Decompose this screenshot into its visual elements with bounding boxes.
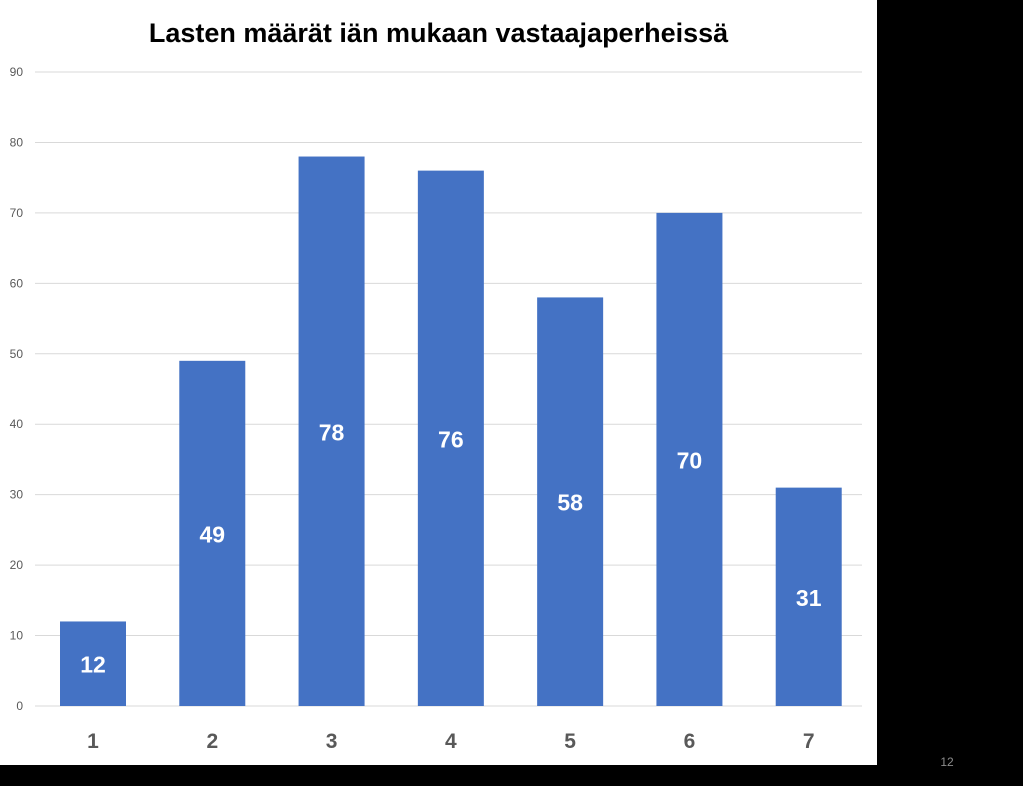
data-label: 12 (80, 652, 106, 678)
y-tick-label: 80 (10, 135, 24, 149)
bar (60, 621, 126, 706)
bar (537, 297, 604, 706)
x-tick-label: 5 (564, 730, 576, 753)
x-axis-ticks: 1 2 3 4 5 6 7 (87, 730, 814, 753)
bar (417, 170, 484, 707)
chart-title: Lasten määrät iän mukaan vastaajaperheis… (148, 18, 729, 48)
x-tick-label: 1 (87, 730, 99, 753)
data-label: 49 (199, 521, 225, 547)
y-tick-label: 10 (10, 629, 24, 643)
y-axis-ticks: 0 10 20 30 40 50 60 70 80 90 (10, 65, 24, 713)
y-tick-label: 90 (10, 65, 24, 79)
y-tick-label: 50 (10, 347, 24, 361)
y-tick-label: 30 (10, 488, 24, 502)
x-tick-label: 6 (684, 730, 696, 753)
x-tick-label: 2 (206, 730, 218, 753)
data-label: 76 (438, 426, 464, 452)
x-tick-label: 7 (803, 730, 815, 753)
x-tick-label: 4 (445, 730, 457, 753)
data-labels: 12 49 78 76 58 70 31 (80, 419, 822, 677)
bars (60, 156, 842, 707)
y-tick-label: 70 (10, 206, 24, 220)
y-tick-label: 40 (10, 417, 24, 431)
data-label: 78 (319, 419, 345, 445)
data-label: 70 (677, 447, 703, 473)
y-tick-label: 20 (10, 558, 24, 572)
bar (656, 212, 723, 706)
y-tick-label: 0 (16, 699, 23, 713)
bar (179, 360, 246, 706)
data-label: 31 (796, 585, 822, 611)
bar (298, 156, 365, 707)
x-tick-label: 3 (326, 730, 338, 753)
data-label: 58 (557, 490, 583, 516)
chart-panel: Lasten määrät iän mukaan vastaajaperheis… (0, 0, 877, 765)
page-number: 12 (940, 755, 954, 769)
y-tick-label: 60 (10, 276, 24, 290)
bar (775, 487, 842, 706)
